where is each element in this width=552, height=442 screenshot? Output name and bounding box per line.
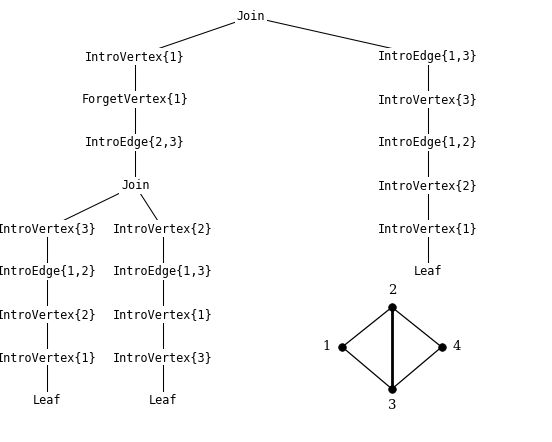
Text: 4: 4 [453, 340, 461, 354]
Text: IntroVertex{3}: IntroVertex{3} [378, 93, 477, 106]
Text: Leaf: Leaf [148, 393, 177, 407]
Text: IntroVertex{1}: IntroVertex{1} [86, 50, 185, 63]
Text: ForgetVertex{1}: ForgetVertex{1} [82, 93, 189, 106]
Text: Leaf: Leaf [413, 265, 442, 278]
Text: IntroEdge{1,3}: IntroEdge{1,3} [113, 265, 213, 278]
Text: IntroVertex{2}: IntroVertex{2} [378, 179, 477, 192]
Text: IntroVertex{1}: IntroVertex{1} [378, 222, 477, 235]
Text: Join: Join [121, 179, 150, 192]
Text: IntroEdge{1,2}: IntroEdge{1,2} [378, 136, 477, 149]
Text: IntroEdge{1,2}: IntroEdge{1,2} [0, 265, 97, 278]
Text: IntroVertex{1}: IntroVertex{1} [0, 351, 97, 364]
Text: IntroVertex{2}: IntroVertex{2} [113, 222, 213, 235]
Text: Join: Join [237, 10, 266, 23]
Text: 1: 1 [322, 340, 331, 354]
Text: IntroVertex{2}: IntroVertex{2} [0, 308, 97, 321]
Text: IntroEdge{2,3}: IntroEdge{2,3} [86, 136, 185, 149]
Text: Leaf: Leaf [33, 393, 61, 407]
Text: IntroEdge{1,3}: IntroEdge{1,3} [378, 50, 477, 63]
Text: IntroVertex{1}: IntroVertex{1} [113, 308, 213, 321]
Text: IntroVertex{3}: IntroVertex{3} [0, 222, 97, 235]
Text: 2: 2 [388, 284, 396, 297]
Text: IntroVertex{3}: IntroVertex{3} [113, 351, 213, 364]
Text: 3: 3 [388, 399, 396, 412]
